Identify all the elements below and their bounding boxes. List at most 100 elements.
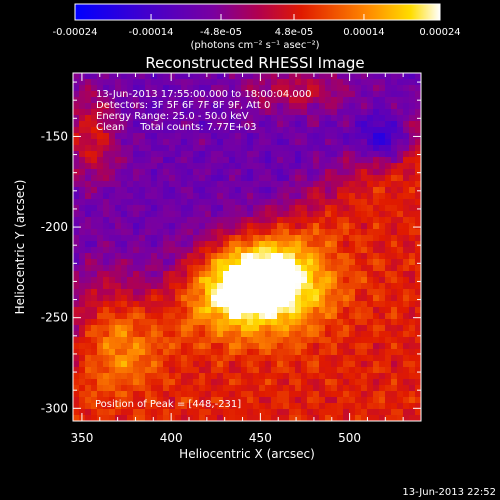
heatmap-pixel [139,241,146,248]
heatmap-pixel [295,205,302,212]
heatmap-pixel [151,133,158,140]
heatmap-pixel [187,151,194,158]
heatmap-pixel [157,277,164,284]
heatmap-pixel [127,103,134,110]
heatmap-pixel [259,367,266,374]
heatmap-pixel [385,91,392,98]
heatmap-pixel [223,247,230,254]
heatmap-pixel [133,163,140,170]
heatmap-pixel [367,253,374,260]
heatmap-pixel [121,265,128,272]
heatmap-pixel [385,403,392,410]
heatmap-pixel [367,79,374,86]
heatmap-pixel [295,409,302,416]
heatmap-pixel [97,121,104,128]
heatmap-pixel [145,385,152,392]
heatmap-pixel [145,121,152,128]
heatmap-pixel [229,127,236,134]
heatmap-pixel [277,295,284,302]
heatmap-pixel [85,115,92,122]
heatmap-pixel [133,181,140,188]
heatmap-pixel [397,85,404,92]
heatmap-pixel [259,283,266,290]
heatmap-pixel [115,283,122,290]
heatmap-pixel [385,409,392,416]
heatmap-pixel [379,187,386,194]
heatmap-pixel [115,115,122,122]
heatmap-pixel [373,109,380,116]
heatmap-pixel [415,337,421,344]
heatmap-pixel [355,253,362,260]
heatmap-pixel [373,409,380,416]
heatmap-pixel [79,337,86,344]
heatmap-pixel [169,253,176,260]
heatmap-pixel [175,121,182,128]
heatmap-pixel [187,115,194,122]
heatmap-pixel [181,313,188,320]
heatmap-pixel [301,385,308,392]
heatmap-pixel [367,97,374,104]
heatmap-pixel [301,271,308,278]
heatmap-pixel [205,367,212,374]
heatmap-pixel [97,379,104,386]
heatmap-pixel [241,199,248,206]
heatmap-pixel [91,211,98,218]
heatmap-pixel [265,271,272,278]
heatmap-pixel [409,283,416,290]
heatmap-pixel [373,271,380,278]
heatmap-pixel [115,235,122,242]
heatmap-pixel [253,181,260,188]
heatmap-pixel [229,145,236,152]
heatmap-pixel [313,103,320,110]
heatmap-pixel [361,373,368,380]
heatmap-pixel [121,229,128,236]
heatmap-pixel [145,391,152,398]
heatmap-pixel [349,325,356,332]
heatmap-pixel [223,211,230,218]
heatmap-pixel [361,343,368,350]
heatmap-pixel [151,331,158,338]
heatmap-pixel [277,151,284,158]
heatmap-pixel [325,151,332,158]
heatmap-pixel [133,349,140,356]
heatmap-pixel [391,265,398,272]
heatmap-pixel [307,337,314,344]
heatmap-pixel [331,367,338,374]
heatmap-pixel [157,73,164,80]
heatmap-pixel [289,361,296,368]
heatmap-pixel [73,355,80,362]
heatmap-pixel [271,415,278,421]
heatmap-pixel [355,139,362,146]
heatmap-pixel [307,79,314,86]
heatmap-pixel [91,193,98,200]
heatmap-pixel [343,115,350,122]
heatmap-pixel [145,163,152,170]
heatmap-pixel [205,247,212,254]
heatmap-pixel [127,355,134,362]
heatmap-pixel [307,313,314,320]
heatmap-pixel [79,271,86,278]
heatmap-pixel [217,331,224,338]
heatmap-pixel [175,145,182,152]
heatmap-pixel [91,247,98,254]
heatmap-pixel [337,349,344,356]
heatmap-pixel [157,403,164,410]
heatmap-pixel [181,277,188,284]
heatmap-pixel [187,193,194,200]
heatmap-pixel [289,121,296,128]
heatmap-pixel [157,415,164,421]
colorbar-tick-label: 0.00024 [419,27,460,38]
heatmap-pixel [193,397,200,404]
heatmap-pixel [163,103,170,110]
heatmap-pixel [235,121,242,128]
heatmap-pixel [349,307,356,314]
heatmap-pixel [115,403,122,410]
heatmap-pixel [223,253,230,260]
heatmap-pixel [235,151,242,158]
heatmap-pixel [79,241,86,248]
heatmap-pixel [247,343,254,350]
heatmap-pixel [217,385,224,392]
heatmap-pixel [193,295,200,302]
heatmap-pixel [301,403,308,410]
heatmap-pixel [349,289,356,296]
